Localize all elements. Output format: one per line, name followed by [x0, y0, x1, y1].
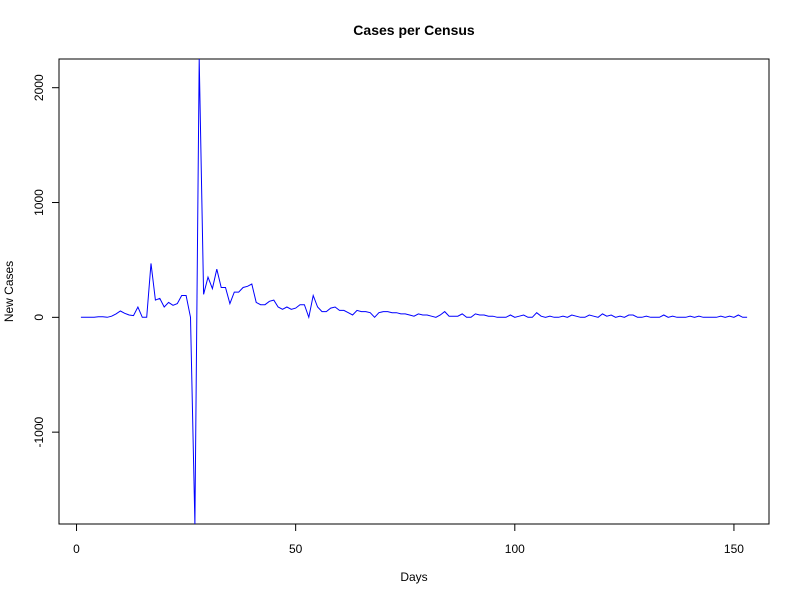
x-tick-label: 0 [73, 542, 80, 556]
y-axis-label: New Cases [2, 261, 16, 322]
x-tick-label: 100 [505, 542, 525, 556]
y-tick-label: -1000 [32, 416, 46, 447]
x-tick-label: 150 [724, 542, 744, 556]
series-line-1 [80, 58, 748, 525]
y-axis: -1000 0 1000 2000 [32, 74, 60, 447]
y-tick-label: 2000 [32, 74, 46, 101]
plot-frame [58, 58, 770, 525]
series-layer [80, 58, 748, 525]
chart-title: Cases per Census [353, 22, 475, 38]
x-axis: 0 50 100 150 [73, 523, 744, 556]
x-axis-label: Days [400, 570, 427, 584]
x-tick-label: 50 [289, 542, 303, 556]
y-tick-label: 1000 [32, 189, 46, 216]
y-tick-label: 0 [32, 314, 46, 321]
